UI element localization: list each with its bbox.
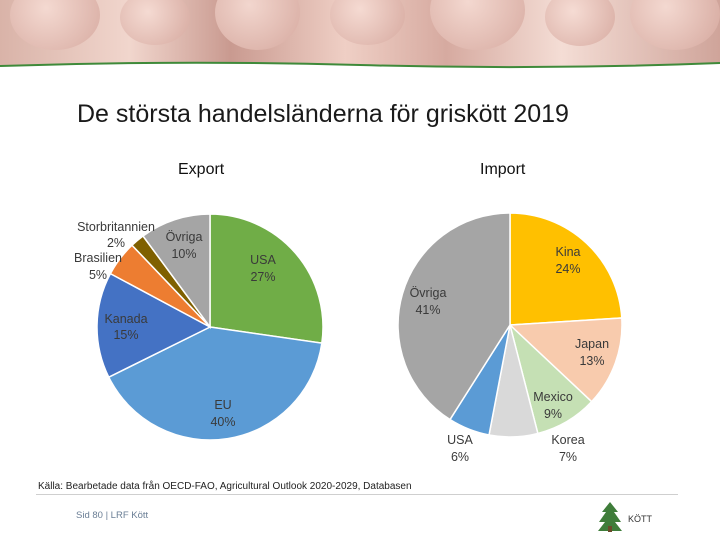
export-slice-5-label: Övriga (166, 230, 203, 244)
lrf-kott-logo: KÖTT (598, 502, 653, 532)
export-slice-1-value: 40% (210, 415, 235, 429)
footer-rule (36, 494, 678, 495)
export-slice-3-label: Brasilien (74, 251, 122, 265)
export-slice-5-value: 10% (171, 247, 196, 261)
import-slice-1-value: 13% (579, 354, 604, 368)
import-slice-0-value: 24% (555, 262, 580, 276)
export-slice-5 (141, 213, 211, 330)
export-slice-3-value: 5% (89, 268, 107, 282)
page-title: De största handelsländerna för griskött … (77, 100, 569, 128)
export-slice-2-value: 15% (113, 328, 138, 342)
export-slice-0-value: 27% (250, 270, 275, 284)
footer-page-label: Sid 80 | LRF Kött (76, 510, 149, 521)
export-slice-1-label: EU (214, 398, 231, 412)
export-slice-2 (96, 272, 212, 379)
export-slice-4-label: Storbritannien (77, 220, 155, 234)
pie-charts: USA 27% EU 40% Kanada 15% Brasilien 5% Storbrita… (74, 212, 623, 464)
import-slice-5 (397, 212, 511, 421)
import-slice-1 (508, 317, 623, 403)
source-note: Källa: Bearbetade data från OECD-FAO, Ag… (38, 481, 412, 492)
import-slice-2-value: 9% (544, 407, 562, 421)
export-slice-2-label: Kanada (104, 312, 147, 326)
import-slice-2-label: Mexico (533, 390, 573, 404)
import-slice-3-value: 7% (559, 450, 577, 464)
export-slice-1 (107, 326, 323, 441)
pig-photo-banner (0, 0, 720, 68)
import-slice-3-label: Korea (551, 433, 584, 447)
import-slice-5-label: Övriga (410, 286, 447, 300)
logo-text: KÖTT (628, 514, 653, 524)
import-slice-0-label: Kina (555, 245, 580, 259)
import-slice-1-label: Japan (575, 337, 609, 351)
import-slice-0 (509, 212, 623, 326)
import-slice-5-value: 41% (415, 303, 440, 317)
export-slice-4-value: 2% (107, 236, 125, 250)
import-chart-title: Import (480, 161, 526, 178)
import-slice-4-label: USA (447, 433, 473, 447)
green-wave-divider (0, 61, 720, 70)
import-slice-4-value: 6% (451, 450, 469, 464)
export-slice-0 (209, 213, 324, 344)
export-chart-title: Export (178, 161, 225, 178)
export-slice-0-label: USA (250, 253, 276, 267)
